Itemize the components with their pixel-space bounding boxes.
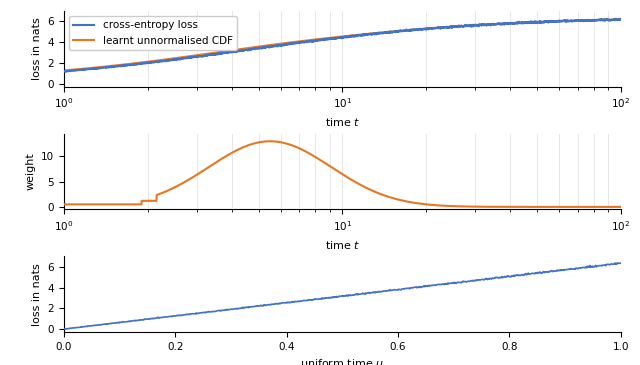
- cross-entropy loss: [60, 69, 68, 73]
- cross-entropy loss: [617, 17, 625, 21]
- cross-entropy loss: [601, 19, 609, 23]
- Line: cross-entropy loss: cross-entropy loss: [64, 19, 621, 72]
- learnt unnormalised CDF: [601, 18, 609, 22]
- cross-entropy loss: [499, 22, 506, 26]
- learnt unnormalised CDF: [600, 18, 608, 22]
- X-axis label: time $t$: time $t$: [324, 116, 360, 128]
- Legend: cross-entropy loss, learnt unnormalised CDF: cross-entropy loss, learnt unnormalised …: [69, 16, 237, 50]
- Y-axis label: weight: weight: [26, 153, 36, 191]
- cross-entropy loss: [89, 66, 97, 71]
- learnt unnormalised CDF: [60, 68, 68, 73]
- learnt unnormalised CDF: [499, 22, 506, 26]
- learnt unnormalised CDF: [316, 37, 324, 41]
- X-axis label: uniform time $u$: uniform time $u$: [300, 357, 385, 365]
- learnt unnormalised CDF: [617, 17, 625, 22]
- learnt unnormalised CDF: [88, 66, 96, 70]
- cross-entropy loss: [316, 38, 324, 42]
- cross-entropy loss: [612, 16, 620, 21]
- cross-entropy loss: [331, 37, 339, 41]
- cross-entropy loss: [61, 69, 69, 74]
- Y-axis label: loss in nats: loss in nats: [32, 263, 42, 326]
- cross-entropy loss: [601, 18, 609, 23]
- learnt unnormalised CDF: [331, 35, 339, 39]
- Line: learnt unnormalised CDF: learnt unnormalised CDF: [64, 19, 621, 70]
- X-axis label: time $t$: time $t$: [324, 238, 360, 250]
- Y-axis label: loss in nats: loss in nats: [32, 18, 42, 80]
